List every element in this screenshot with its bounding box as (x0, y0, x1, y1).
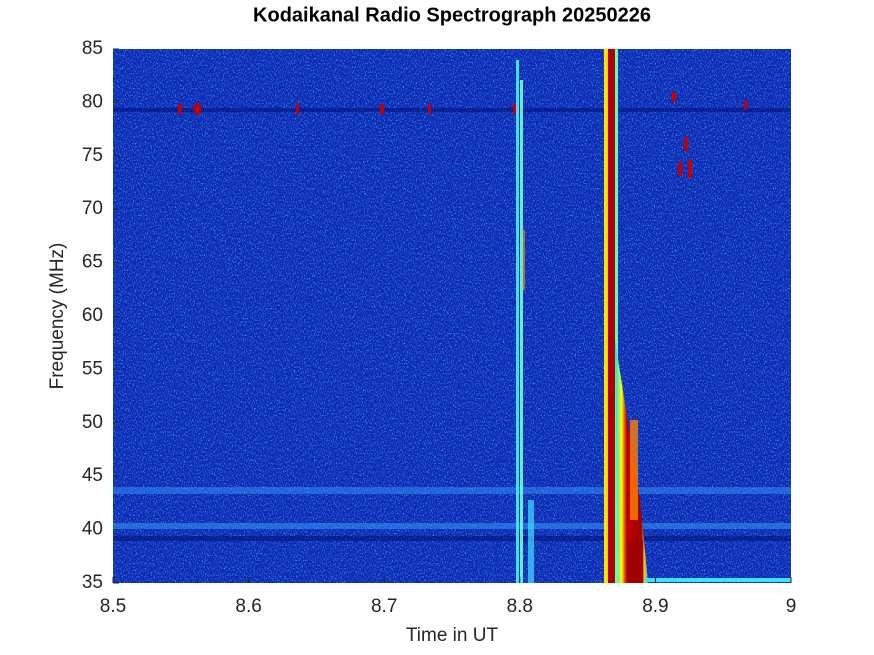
x-tick-label: 8.7 (371, 596, 397, 617)
y-tick-label: 45 (82, 465, 103, 486)
x-tick-label: 8.9 (642, 596, 668, 617)
axes: 8.5 8.6 8.7 8.8 8.9 9 35 40 45 50 55 60 65 70 75 80 85 (82, 38, 796, 617)
chart-title: Kodaikanal Radio Spectrograph 20250226 (253, 4, 651, 26)
x-tick-label: 8.6 (235, 596, 261, 617)
y-tick-label: 65 (82, 252, 103, 273)
x-tick-label: 9 (786, 596, 797, 617)
y-tick-label: 75 (82, 145, 103, 166)
x-axis-label: Time in UT (406, 625, 499, 646)
y-tick-label: 40 (82, 519, 103, 540)
y-axis-label: Frequency (MHz) (47, 243, 68, 390)
y-tick-label: 85 (82, 38, 103, 59)
y-tick-label: 50 (82, 412, 103, 433)
x-tick-label: 8.8 (507, 596, 533, 617)
y-tick-label: 35 (82, 572, 103, 593)
spectrogram-image (113, 49, 791, 583)
x-tick-label: 8.5 (100, 596, 126, 617)
y-tick-label: 60 (82, 305, 103, 326)
y-tick-label: 55 (82, 358, 103, 379)
y-tick-label: 70 (82, 198, 103, 219)
y-tick-label: 80 (82, 91, 103, 112)
